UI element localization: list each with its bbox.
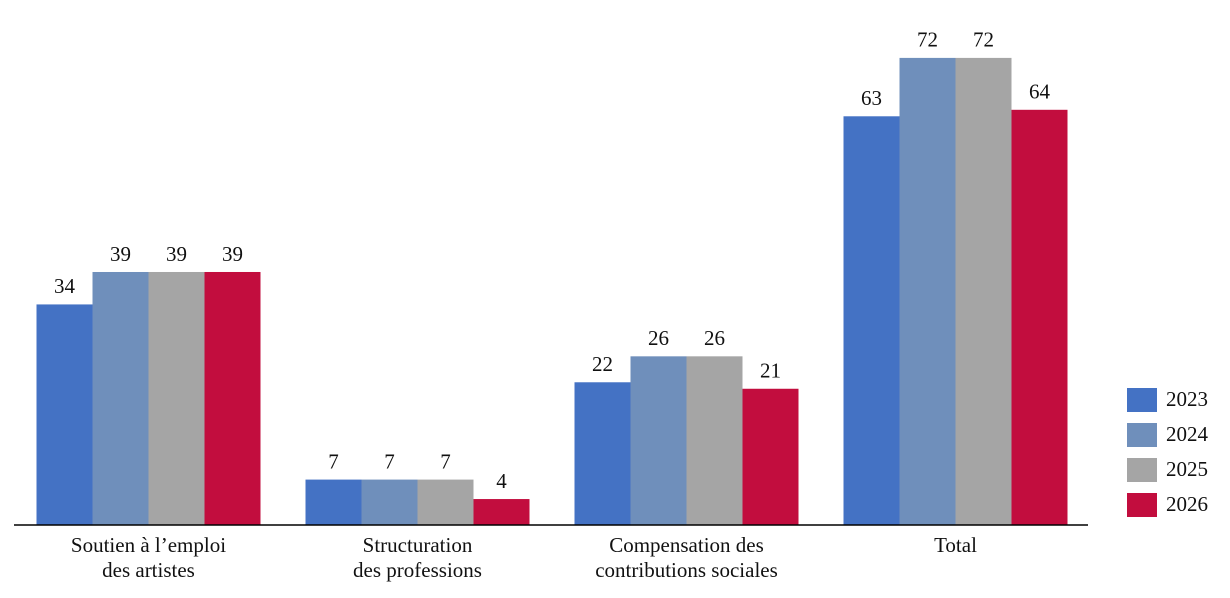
data-label: 7 — [440, 449, 451, 473]
bar — [92, 271, 149, 525]
bar — [473, 499, 530, 525]
data-label: 39 — [222, 242, 243, 266]
data-label: 7 — [328, 449, 339, 473]
data-label: 7 — [384, 449, 395, 473]
x-tick-label: Compensation des contributions sociales — [595, 533, 778, 582]
data-label: 39 — [166, 242, 187, 266]
data-label: 26 — [704, 326, 725, 350]
data-label: 63 — [861, 86, 882, 110]
data-label: 64 — [1029, 80, 1051, 104]
legend-swatch — [1127, 458, 1157, 482]
bar — [361, 479, 418, 525]
x-tick-label: Soutien à l’emploi des artistes — [70, 533, 227, 582]
bar — [1011, 109, 1068, 526]
legend-swatch — [1127, 388, 1157, 412]
bar — [417, 479, 474, 525]
bar — [204, 271, 261, 525]
x-tick-label: Total — [934, 533, 977, 557]
data-label: 34 — [54, 274, 76, 298]
data-label: 26 — [648, 326, 669, 350]
data-label: 39 — [110, 242, 131, 266]
data-label: 72 — [917, 28, 938, 52]
legend-label: 2026 — [1166, 492, 1208, 516]
bar — [630, 356, 687, 525]
legend-label: 2025 — [1166, 457, 1208, 481]
x-tick-label: Structuration des professions — [353, 533, 482, 582]
data-label: 4 — [496, 469, 507, 493]
data-label: 21 — [760, 359, 781, 383]
bar — [843, 116, 900, 525]
legend-swatch — [1127, 423, 1157, 447]
data-label: 72 — [973, 28, 994, 52]
data-label: 22 — [592, 352, 613, 376]
bar — [574, 382, 631, 525]
legend-label: 2024 — [1166, 422, 1209, 446]
legend-swatch — [1127, 493, 1157, 517]
bar — [305, 479, 362, 525]
bar — [36, 304, 93, 525]
bar — [955, 57, 1012, 526]
bar — [742, 388, 799, 525]
bar — [899, 57, 956, 526]
bar — [686, 356, 743, 525]
legend-label: 2023 — [1166, 387, 1208, 411]
bar — [148, 271, 205, 525]
